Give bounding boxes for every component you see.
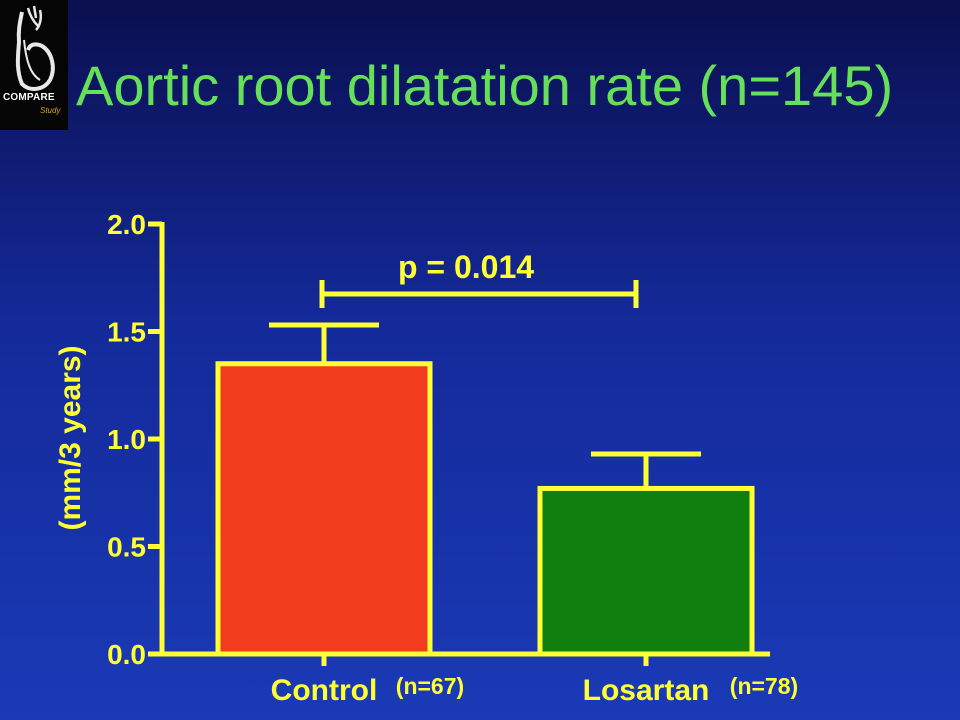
- bar-control: [215, 361, 433, 657]
- p-value-label: p = 0.014: [398, 249, 534, 285]
- x-category-label: Losartan: [583, 674, 710, 707]
- x-category-label: Control: [271, 674, 378, 707]
- compare-study-logo: COMPARE Study: [0, 0, 68, 130]
- y-axis-title: (mm/3 years): [54, 345, 87, 530]
- y-tick-label: 1.0: [107, 424, 146, 455]
- y-tick-label: 1.5: [107, 317, 146, 348]
- bar-losartan: [537, 485, 755, 657]
- y-tick-label: 0.5: [107, 532, 146, 563]
- logo-word: COMPARE: [3, 92, 55, 103]
- y-tick-label: 0.0: [107, 639, 146, 670]
- heart-outline-icon: [15, 5, 55, 91]
- n-label: (n=78): [730, 673, 798, 699]
- chart-title: Aortic root dilatation rate (n=145): [76, 54, 894, 117]
- n-label: (n=67): [396, 673, 464, 699]
- logo-subword: Study: [40, 106, 61, 115]
- y-tick-label: 2.0: [107, 209, 146, 240]
